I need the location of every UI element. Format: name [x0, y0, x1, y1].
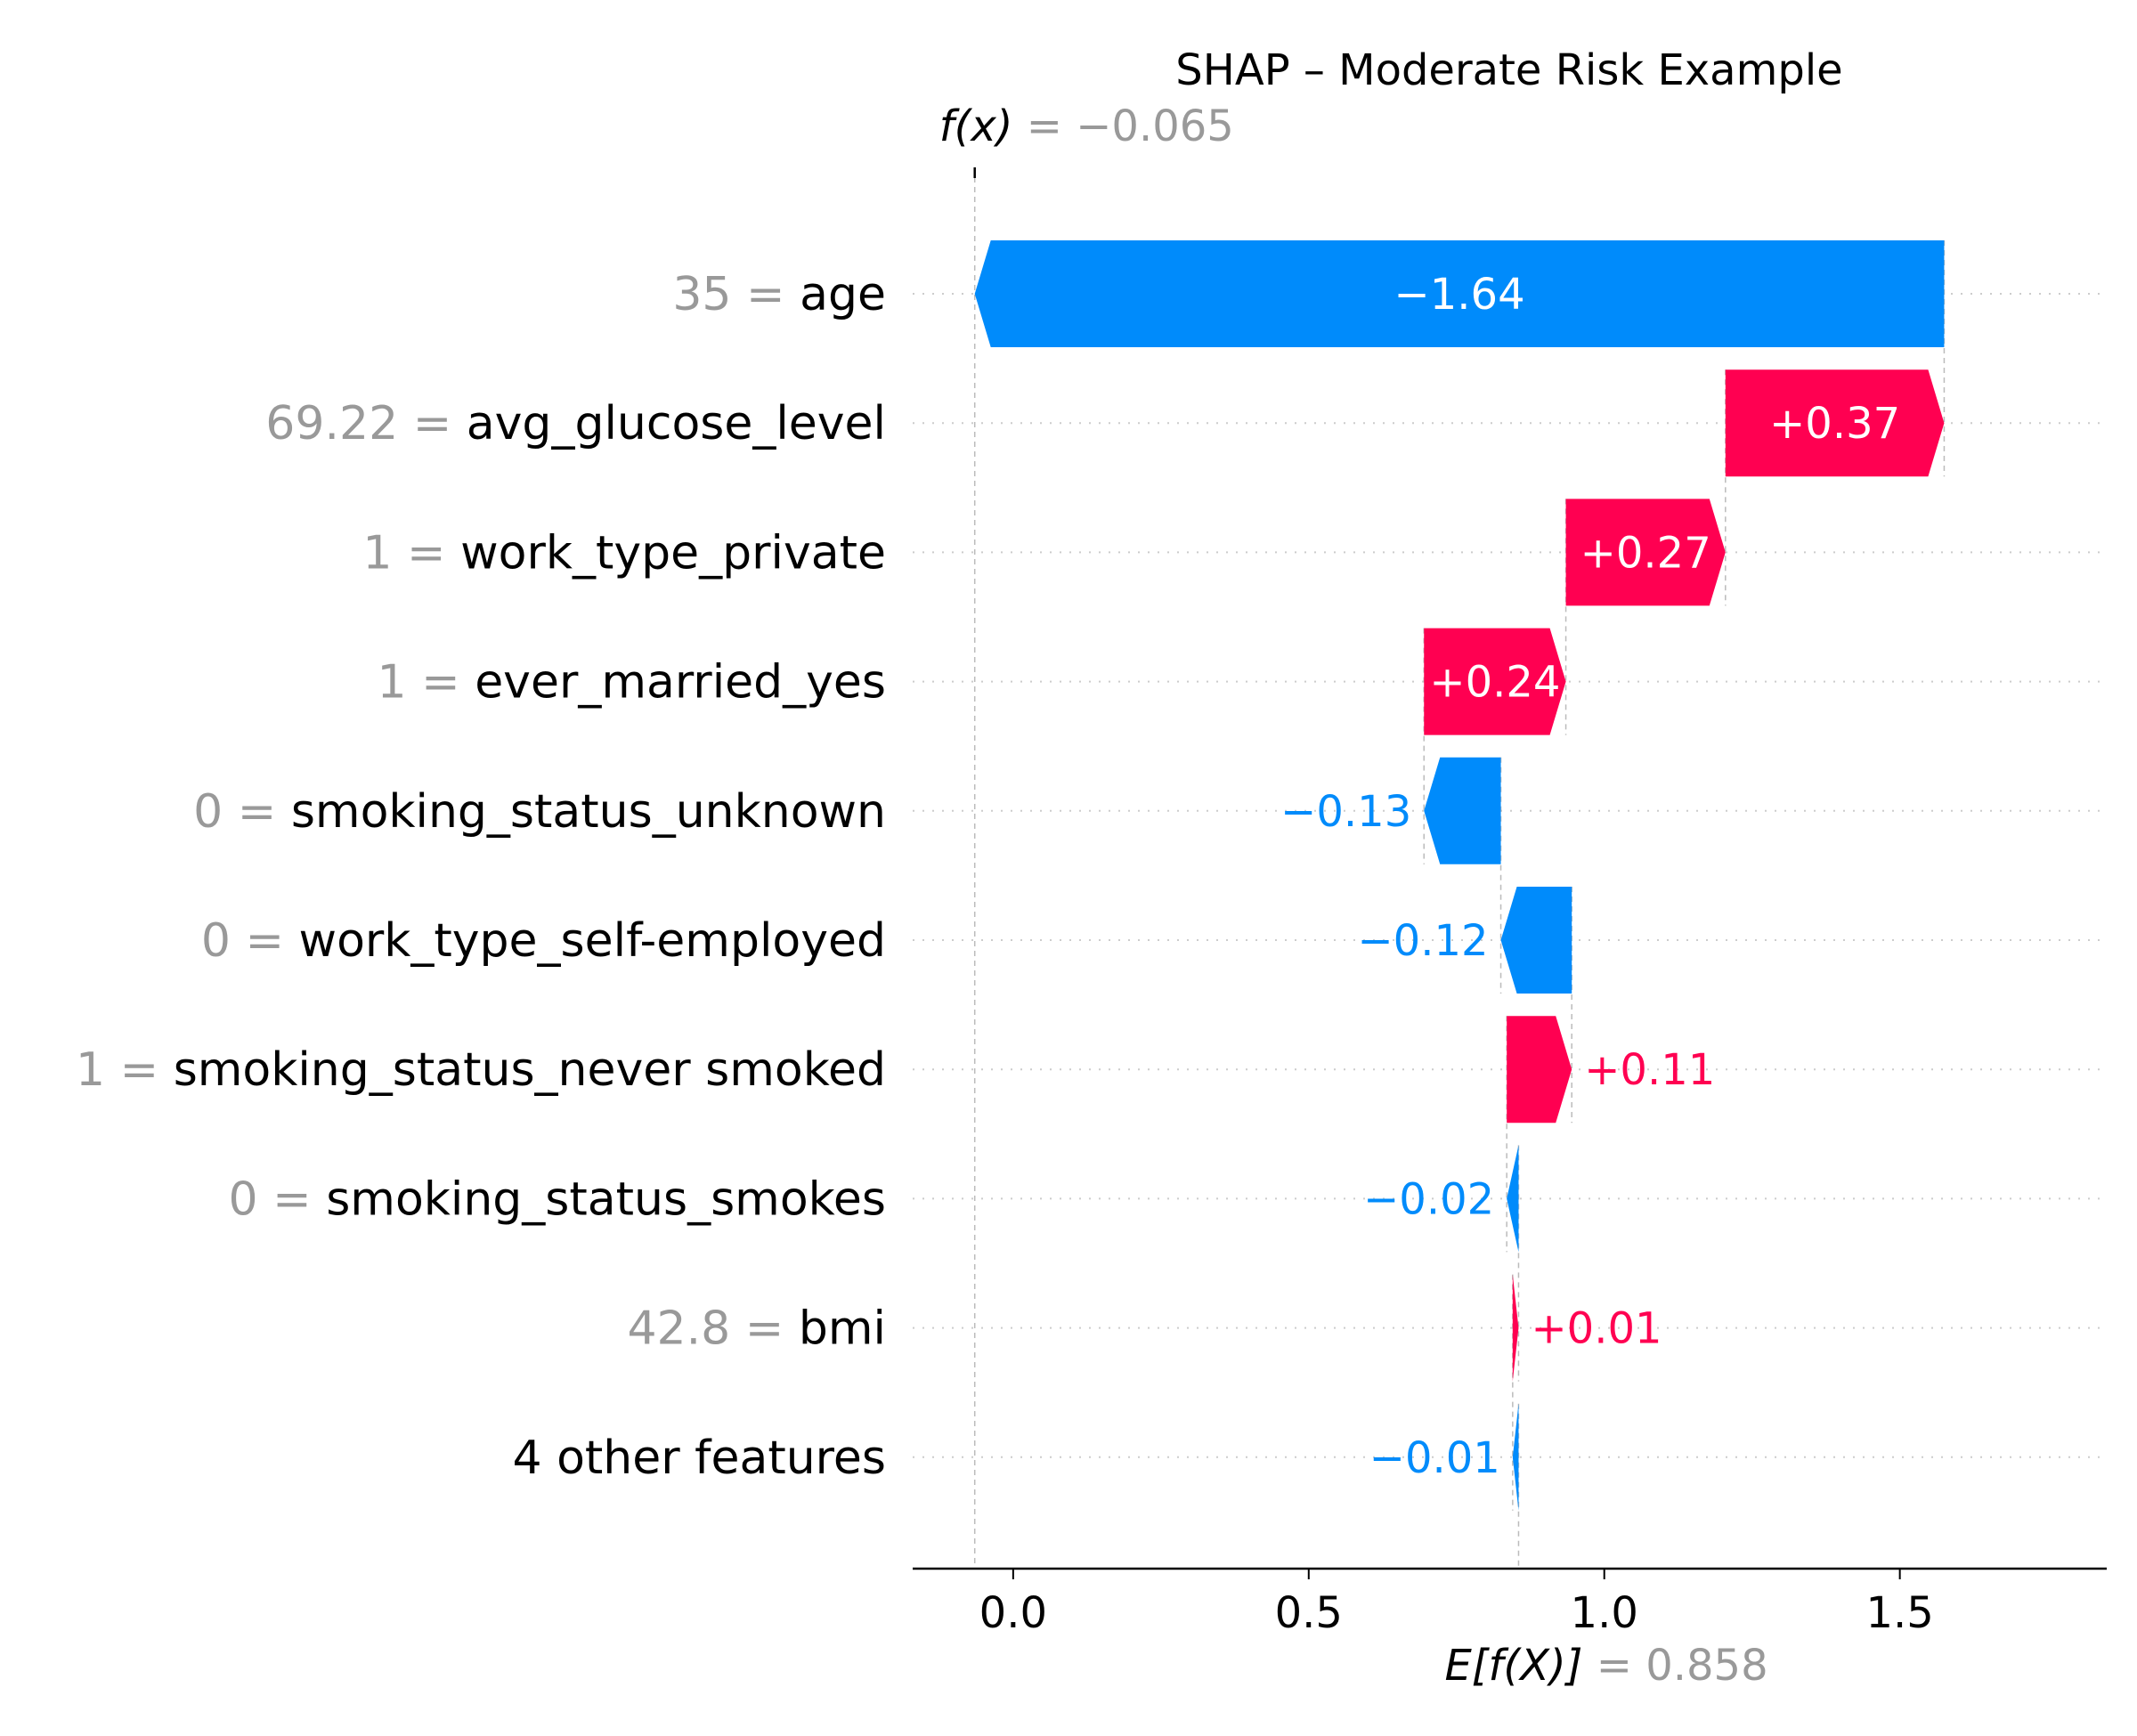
- feature-label: 42.8 = bmi: [627, 1302, 886, 1356]
- feature-labels: 35 = age 69.22 = avg_glucose_level 1 = wor…: [76, 268, 886, 1485]
- bar-value-label: +0.24: [1429, 658, 1560, 708]
- fx-annotation: f(x) = −0.065: [939, 101, 1234, 151]
- bar-value-label: −1.64: [1394, 270, 1525, 320]
- feature-label: 1 = smoking_status_never smoked: [76, 1043, 886, 1097]
- bar-value-label: −0.12: [1357, 916, 1488, 966]
- bar-value-label: +0.27: [1580, 528, 1711, 578]
- bar-age: [974, 240, 1945, 347]
- x-axis: 0.0 0.5 1.0 1.5 f(x) = −0.065 E[f(X)] = 0.858: [913, 101, 2107, 1691]
- feature-label: 1 = ever_married_yes: [377, 656, 886, 710]
- chart-title: SHAP – Moderate Risk Example: [1175, 45, 1842, 95]
- feature-label: 0 = work_type_self-employed: [201, 914, 886, 968]
- bar-smoking-status-never-smoked: [1507, 1016, 1572, 1124]
- x-tick-label: 0.0: [979, 1588, 1047, 1638]
- bar-smoking-status-smokes: [1507, 1145, 1519, 1253]
- x-tick-label: 0.5: [1275, 1588, 1343, 1638]
- bar-avg-glucose-level: [1725, 369, 1945, 477]
- x-tick-label: 1.0: [1571, 1588, 1638, 1638]
- feature-label: 0 = smoking_status_smokes: [229, 1172, 887, 1226]
- bar-value-label: +0.11: [1584, 1045, 1715, 1095]
- bar-4-other-features: [1512, 1403, 1519, 1511]
- bar-value-label: −0.02: [1363, 1174, 1494, 1224]
- bar-bmi: [1512, 1274, 1519, 1382]
- feature-label: 1 = work_type_private: [362, 526, 886, 580]
- bars: −1.64 +0.37 +0.27 +0.24 −0.13 −0.12 +0.11 −0.02…: [974, 240, 1945, 1511]
- bar-ever-married-yes: [1424, 628, 1566, 735]
- feature-label: 0 = smoking_status_unknown: [193, 785, 886, 839]
- bar-smoking-status-unknown: [1424, 757, 1501, 864]
- feature-label: 35 = age: [672, 268, 886, 321]
- bar-value-label: −0.13: [1280, 787, 1411, 837]
- feature-label: 4 other features: [512, 1432, 886, 1485]
- bar-value-label: +0.37: [1769, 399, 1900, 449]
- bar-work-type-self-employed: [1500, 887, 1572, 994]
- x-tick-label: 1.5: [1865, 1588, 1933, 1638]
- bar-value-label: +0.01: [1531, 1304, 1662, 1354]
- expected-value-annotation: E[f(X)] = 0.858: [1444, 1641, 1767, 1691]
- bar-work-type-private: [1565, 499, 1726, 606]
- bar-value-label: −0.01: [1369, 1433, 1500, 1483]
- feature-label: 69.22 = avg_glucose_level: [265, 397, 886, 450]
